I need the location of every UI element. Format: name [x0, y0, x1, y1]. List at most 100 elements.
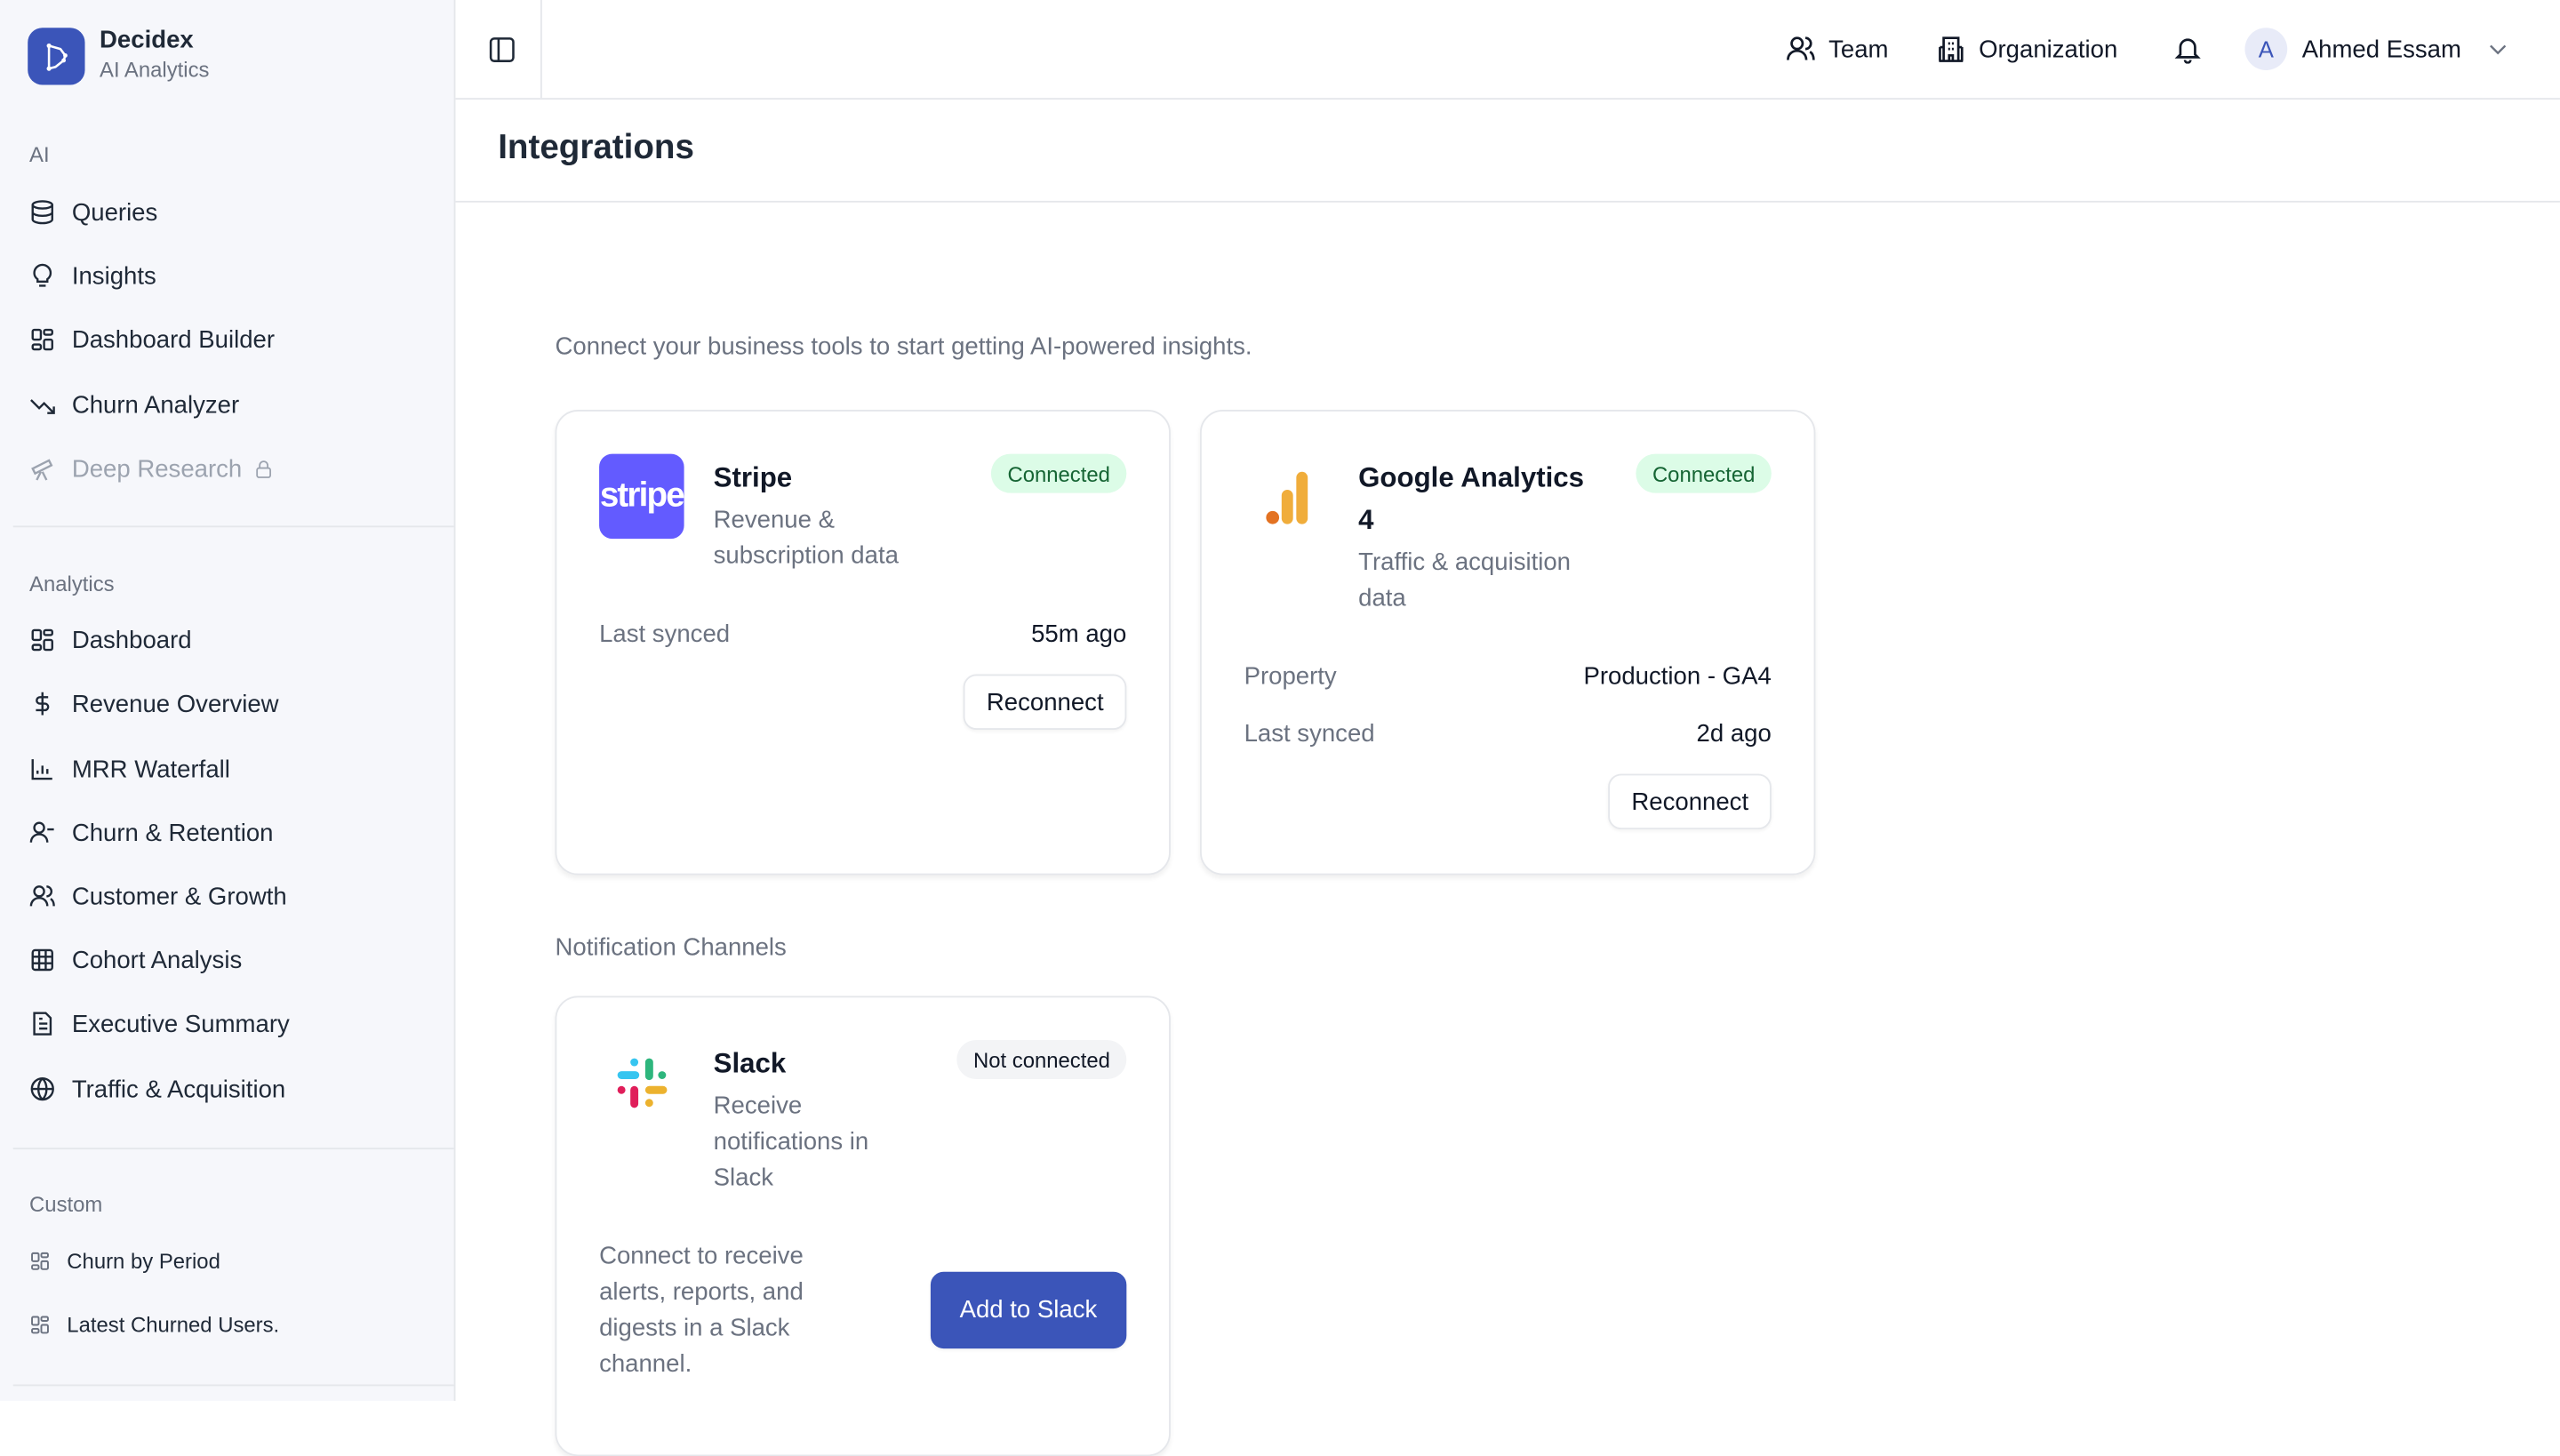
sidebar-item-dashboard-builder[interactable]: Dashboard Builder	[29, 318, 275, 361]
detail-value: 2d ago	[1696, 719, 1772, 748]
sidebar-item-churn-retention[interactable]: Churn & Retention	[29, 812, 273, 854]
layout-grid-icon	[31, 1252, 49, 1269]
bell-icon[interactable]	[2173, 35, 2203, 64]
notification-channels-heading: Notification Channels	[555, 933, 787, 962]
sidebar-item-label: Churn Analyzer	[71, 390, 240, 420]
status-badge: Connected	[1636, 453, 1772, 493]
section-analytics-label: Analytics	[29, 571, 115, 596]
reconnect-button[interactable]: Reconnect	[1608, 773, 1772, 830]
detail-row: Property Production - GA4	[1244, 663, 1772, 691]
sidebar-item-queries[interactable]: Queries	[29, 191, 157, 234]
sidebar-item-label: Dashboard	[71, 626, 192, 654]
sidebar-item-label: MRR Waterfall	[71, 755, 230, 783]
channel-name: Slack	[713, 1048, 787, 1080]
sidebar-item-executive-summary[interactable]: Executive Summary	[29, 1003, 290, 1045]
header-divider	[540, 0, 542, 99]
sidebar-item-label: Queries	[71, 198, 158, 227]
sidebar-item-deep-research[interactable]: Deep Research	[29, 447, 291, 490]
dollar-icon	[36, 692, 50, 716]
channel-description: Receive notifications in Slack	[713, 1092, 869, 1192]
decidex-logo-icon	[45, 42, 67, 70]
users-icon	[1787, 36, 1815, 60]
user-minus-icon	[29, 821, 54, 843]
layout-grid-icon	[31, 628, 53, 652]
sidebar-item-label: Churn by Period	[67, 1248, 220, 1273]
channel-body: Connect to receive alerts, reports, and …	[599, 1242, 804, 1379]
sidebar-item-label: Cohort Analysis	[71, 946, 243, 974]
reconnect-button[interactable]: Reconnect	[964, 674, 1127, 731]
organization-button[interactable]: Organization	[1936, 29, 2117, 68]
detail-value: 55m ago	[1031, 620, 1127, 649]
brand-subtitle: AI Analytics	[100, 57, 210, 82]
sidebar-item-dashboard[interactable]: Dashboard	[29, 619, 192, 661]
bar-chart-icon	[31, 759, 52, 780]
sidebar-item-revenue-overview[interactable]: Revenue Overview	[29, 683, 279, 725]
status-badge: Connected	[991, 453, 1127, 493]
file-text-icon	[33, 1012, 52, 1036]
sidebar-item-label: Traffic & Acquisition	[71, 1075, 286, 1103]
sidebar-item-latest-churned-users[interactable]: Latest Churned Users.	[29, 1303, 279, 1346]
team-label: Team	[1828, 35, 1889, 63]
status-badge: Not connected	[956, 1039, 1127, 1080]
telescope-icon	[31, 459, 53, 481]
detail-label: Property	[1244, 662, 1337, 691]
sidebar-divider	[12, 1148, 454, 1150]
sidebar-item-label: Dashboard Builder	[71, 325, 276, 354]
integration-name: Google Analytics 4	[1358, 461, 1585, 536]
detail-label: Last synced	[599, 620, 731, 649]
grid-icon	[31, 948, 53, 972]
lock-icon	[256, 460, 272, 477]
sidebar: Decidex AI Analytics AI Queries Insights…	[0, 0, 456, 1401]
integration-card-stripe: stripe Stripe Revenue & subscription dat…	[555, 410, 1171, 876]
stripe-logo: stripe	[599, 453, 684, 540]
sidebar-item-label: Customer & Growth	[71, 882, 287, 910]
top-header: Team Organization A Ahmed Essam	[455, 0, 2560, 100]
sidebar-item-customer-growth[interactable]: Customer & Growth	[29, 875, 287, 917]
team-button[interactable]: Team	[1786, 29, 1888, 68]
sidebar-toggle-icon[interactable]	[488, 36, 516, 63]
trending-down-icon	[30, 399, 55, 414]
brand-logo[interactable]	[28, 28, 85, 85]
section-custom-label: Custom	[29, 1191, 103, 1217]
page-title: Integrations	[498, 129, 694, 167]
sidebar-item-mrr-waterfall[interactable]: MRR Waterfall	[29, 748, 230, 790]
sidebar-item-churn-analyzer[interactable]: Churn Analyzer	[29, 384, 239, 427]
integration-name: Stripe	[713, 461, 793, 493]
detail-row: Last synced 2d ago	[1244, 720, 1772, 748]
layout-grid-icon	[31, 1315, 49, 1333]
user-name[interactable]: Ahmed Essam	[2301, 35, 2461, 63]
channel-card-slack: Slack Receive notifications in Slack Not…	[555, 996, 1171, 1456]
avatar[interactable]: A	[2244, 28, 2288, 70]
detail-value: Production - GA4	[1583, 662, 1772, 691]
sidebar-item-label: Insights	[71, 261, 156, 291]
building-icon	[1939, 36, 1964, 62]
sidebar-item-cohort-analysis[interactable]: Cohort Analysis	[29, 939, 242, 981]
slack-logo-icon	[617, 1058, 668, 1108]
organization-label: Organization	[1979, 35, 2118, 63]
sidebar-item-insights[interactable]: Insights	[29, 255, 156, 298]
google-analytics-logo-icon	[1266, 471, 1308, 524]
page-description: Connect your business tools to start get…	[555, 332, 1252, 361]
database-icon	[31, 200, 53, 225]
sidebar-divider	[12, 1384, 454, 1387]
integration-description: Revenue & subscription data	[713, 506, 899, 571]
sidebar-item-churn-by-period[interactable]: Churn by Period	[29, 1239, 220, 1282]
chevron-down-icon[interactable]	[2488, 41, 2508, 57]
users-icon	[29, 885, 55, 907]
integration-description: Traffic & acquisition data	[1358, 548, 1572, 612]
sidebar-item-label: Revenue Overview	[71, 690, 279, 718]
integration-card-google-analytics: Google Analytics 4 Traffic & acquisition…	[1199, 410, 1816, 876]
sidebar-item-label: Deep Research	[71, 454, 243, 483]
title-divider	[455, 200, 2560, 203]
sidebar-item-traffic-acquisition[interactable]: Traffic & Acquisition	[29, 1068, 285, 1110]
detail-row: Last synced 55m ago	[599, 620, 1126, 648]
section-ai-label: AI	[29, 141, 50, 167]
add-to-slack-button[interactable]: Add to Slack	[930, 1271, 1127, 1349]
sidebar-item-label: Executive Summary	[71, 1009, 290, 1038]
brand-name: Decidex	[100, 26, 194, 54]
sidebar-item-label: Latest Churned Users.	[67, 1311, 280, 1337]
layout-grid-icon	[31, 328, 53, 351]
sidebar-item-label: Churn & Retention	[71, 819, 274, 847]
detail-label: Last synced	[1244, 719, 1375, 748]
globe-icon	[30, 1076, 54, 1101]
